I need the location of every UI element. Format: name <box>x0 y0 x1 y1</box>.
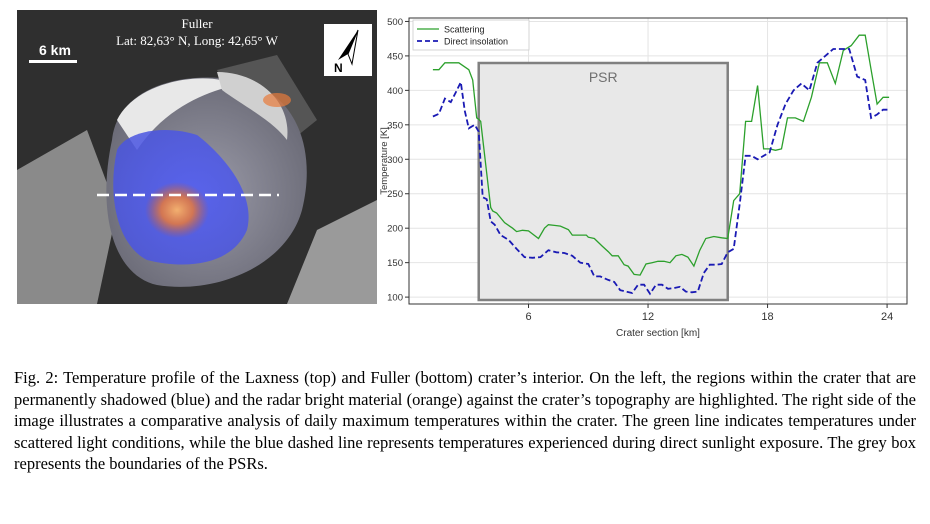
x-tick-label: 12 <box>642 311 654 323</box>
north-arrow-icon: N <box>324 24 372 76</box>
y-tick-label: 500 <box>387 17 403 28</box>
x-axis-label: Crater section [km] <box>616 328 700 339</box>
chart-svg: PSR 100 150 200 250 300 350 400 450 500 6 12 18 24 Cra… <box>379 17 908 339</box>
crater-image-panel: Fuller Lat: 82,63° N, Long: 42,65° W 6 k… <box>17 10 377 304</box>
north-label: N <box>334 61 343 75</box>
y-tick-label: 350 <box>387 120 403 131</box>
legend-box <box>412 19 530 51</box>
y-axis-label: Temperature [K] <box>379 127 390 195</box>
x-tick-label: 24 <box>881 311 893 323</box>
y-tick-label: 400 <box>387 86 403 97</box>
series-line-direct-insolation <box>432 48 890 296</box>
legend-label: Scattering <box>444 25 485 35</box>
crater-coordinates: Lat: 82,63° N, Long: 42,65° W <box>116 33 278 48</box>
figure-caption: Fig. 2: Temperature profile of the Laxne… <box>14 368 916 473</box>
crater-image <box>17 10 377 304</box>
x-tick-label: 18 <box>761 311 773 323</box>
scale-bar <box>29 60 77 63</box>
y-tick-label: 300 <box>387 155 403 166</box>
y-tick-label: 200 <box>387 224 403 235</box>
temperature-chart: PSR 100 150 200 250 300 350 400 450 500 6 12 18 24 Cra… <box>378 10 918 340</box>
plot-frame <box>408 17 908 305</box>
y-tick-label: 100 <box>387 293 403 304</box>
y-tick-label: 250 <box>387 189 403 200</box>
x-tick-label: 6 <box>525 311 531 323</box>
psr-label: PSR <box>589 69 618 85</box>
figure: Fuller Lat: 82,63° N, Long: 42,65° W 6 k… <box>17 10 908 339</box>
y-tick-label: 450 <box>387 51 403 62</box>
series-line-scattering <box>432 34 890 276</box>
crater-title: Fuller <box>181 16 213 31</box>
psr-box <box>477 61 729 302</box>
legend-label: Direct insolation <box>444 37 508 47</box>
scale-label: 6 km <box>39 42 71 58</box>
y-tick-label: 150 <box>387 258 403 269</box>
